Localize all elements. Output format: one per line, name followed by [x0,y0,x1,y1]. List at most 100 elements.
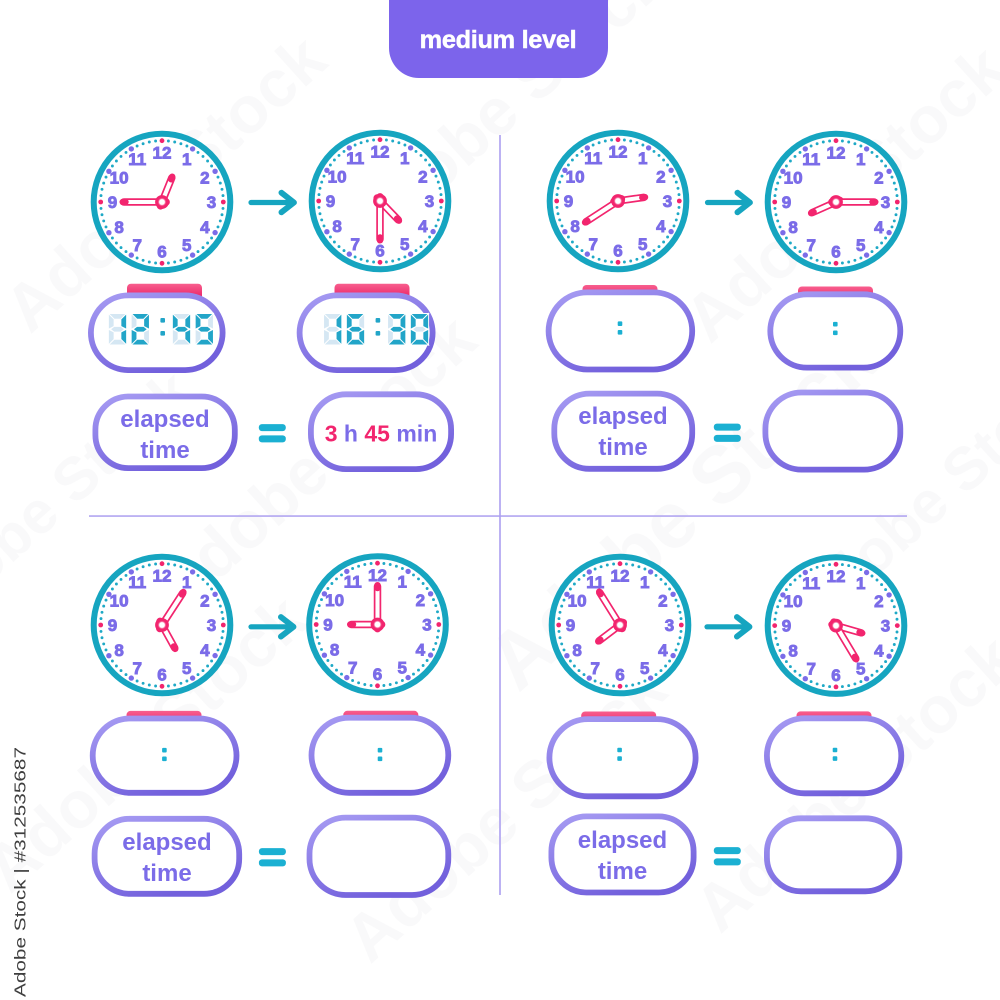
svg-text:4: 4 [200,641,210,660]
svg-text:10: 10 [566,167,585,186]
svg-text:2: 2 [656,167,665,186]
svg-text:9: 9 [108,616,117,635]
svg-text:1: 1 [638,149,647,168]
svg-text:3: 3 [881,617,890,636]
svg-text:1: 1 [856,574,865,593]
svg-text:11: 11 [128,573,146,592]
svg-text:10: 10 [110,168,129,187]
svg-text:1: 1 [182,150,191,169]
svg-text:1: 1 [640,573,649,592]
svg-text:10: 10 [328,167,347,186]
svg-text:medium level: medium level [420,26,577,54]
svg-text:5: 5 [856,660,865,679]
svg-text:9: 9 [566,616,575,635]
svg-text:3: 3 [425,192,434,211]
svg-text:3: 3 [881,193,890,212]
svg-text:5: 5 [397,659,406,678]
svg-text:5: 5 [182,236,191,255]
svg-text:2: 2 [200,168,209,187]
svg-text:time: time [142,860,191,887]
svg-text:4: 4 [658,641,668,660]
svg-text:8: 8 [114,641,123,660]
svg-text:12: 12 [153,567,172,586]
svg-text:2: 2 [416,591,425,610]
svg-text:3: 3 [663,192,672,211]
svg-text:6: 6 [831,243,840,262]
svg-text:7: 7 [806,660,815,679]
svg-text:9: 9 [782,193,791,212]
svg-text:6: 6 [831,666,840,685]
svg-text:2: 2 [418,167,427,186]
svg-text:8: 8 [572,641,581,660]
svg-text:11: 11 [802,574,820,593]
svg-text:1: 1 [856,150,865,169]
svg-text:Adobe Stock | #312535687: Adobe Stock | #312535687 [13,747,30,997]
svg-text:3: 3 [207,616,216,635]
svg-text:time: time [598,858,647,885]
svg-text:5: 5 [856,236,865,255]
svg-text:12: 12 [371,143,390,162]
svg-text:5: 5 [182,659,191,678]
svg-text:2: 2 [874,592,883,611]
svg-text:9: 9 [323,616,332,635]
svg-text:9: 9 [782,617,791,636]
svg-text:8: 8 [114,218,123,237]
svg-text:10: 10 [784,592,803,611]
svg-text:3: 3 [422,616,431,635]
svg-text:9: 9 [326,192,335,211]
svg-text:1: 1 [182,573,191,592]
svg-text:6: 6 [157,666,166,685]
svg-text:11: 11 [344,573,362,592]
svg-text:4: 4 [874,218,884,237]
svg-text:10: 10 [568,591,587,610]
svg-text:6: 6 [157,243,166,262]
svg-text:11: 11 [584,149,602,168]
svg-text:10: 10 [325,591,344,610]
svg-text:5: 5 [638,235,647,254]
svg-text:4: 4 [418,217,428,236]
svg-text:time: time [140,437,189,464]
svg-text:elapsed: elapsed [578,827,667,854]
svg-text:time: time [598,434,647,461]
svg-text:12: 12 [611,567,630,586]
svg-text:4: 4 [656,217,666,236]
svg-text:12: 12 [827,567,846,586]
svg-text:12: 12 [827,144,846,163]
svg-text:1: 1 [397,573,406,592]
svg-text:6: 6 [375,242,384,261]
svg-text:4: 4 [874,641,884,660]
svg-text:5: 5 [640,659,649,678]
svg-text:10: 10 [110,591,129,610]
svg-text:3: 3 [207,193,216,212]
svg-text:2: 2 [658,591,667,610]
svg-text:8: 8 [788,642,797,661]
svg-text:11: 11 [586,573,604,592]
svg-text:elapsed: elapsed [122,829,211,856]
svg-text:8: 8 [332,217,341,236]
svg-text:12: 12 [609,143,628,162]
svg-text:7: 7 [590,659,599,678]
svg-text:6: 6 [373,665,382,684]
svg-text:5: 5 [400,235,409,254]
svg-text:7: 7 [132,236,141,255]
svg-text:4: 4 [200,218,210,237]
svg-text:4: 4 [416,640,426,659]
svg-text:2: 2 [200,591,209,610]
svg-text:7: 7 [350,235,359,254]
svg-text:10: 10 [784,168,803,187]
svg-text:2: 2 [874,168,883,187]
svg-text:elapsed: elapsed [120,406,209,433]
svg-text:8: 8 [788,218,797,237]
svg-text:8: 8 [570,217,579,236]
svg-text:11: 11 [802,150,820,169]
svg-text:7: 7 [132,659,141,678]
svg-text:8: 8 [330,640,339,659]
svg-text:7: 7 [588,235,597,254]
svg-text:9: 9 [108,193,117,212]
svg-text:12: 12 [368,566,387,585]
svg-text:1: 1 [400,149,409,168]
svg-text:7: 7 [348,659,357,678]
svg-text:11: 11 [128,150,146,169]
svg-text:6: 6 [613,242,622,261]
svg-text:6: 6 [615,666,624,685]
